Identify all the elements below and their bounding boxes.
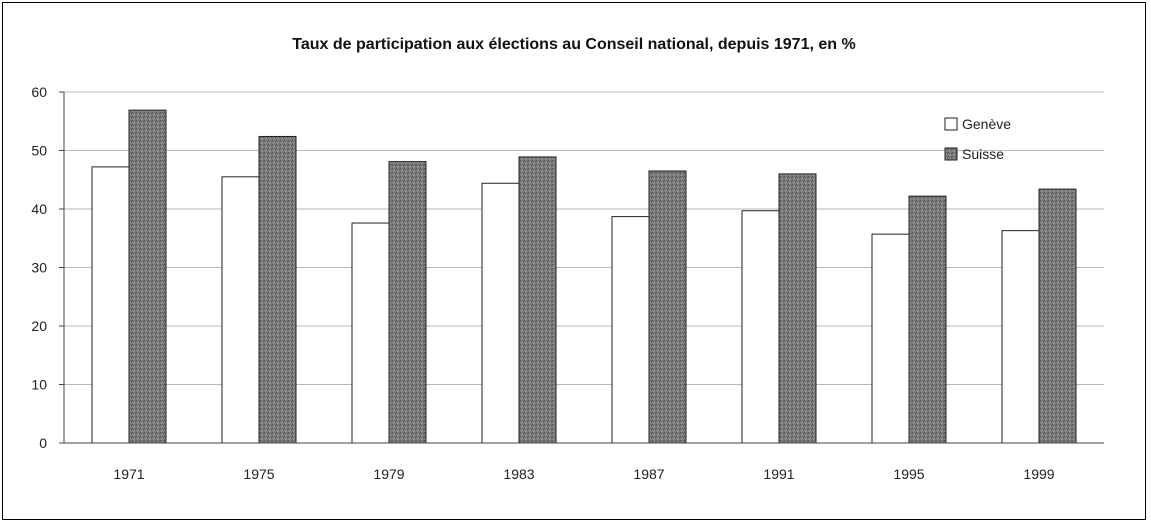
x-tick-label: 1995 — [893, 466, 924, 482]
bar-suisse-1995 — [908, 195, 947, 444]
bar-geneve-1979 — [351, 222, 390, 444]
x-tick-label: 1971 — [113, 466, 144, 482]
y-tick-label: 20 — [31, 318, 47, 334]
bar-geneve-1987 — [611, 216, 650, 444]
bar-suisse-1971 — [128, 109, 167, 444]
y-tick-label: 40 — [31, 201, 47, 217]
legend-swatch-geneve — [944, 117, 958, 131]
x-tick-label: 1975 — [243, 466, 274, 482]
x-tick-label: 1983 — [503, 466, 534, 482]
bar-suisse-1991 — [778, 173, 817, 444]
chart-frame: Taux de participation aux élections au C… — [2, 2, 1146, 520]
legend-label-suisse: Suisse — [962, 146, 1004, 162]
legend-label-geneve: Genève — [962, 116, 1011, 132]
chart-title: Taux de participation aux élections au C… — [292, 36, 856, 53]
bar-geneve-1995 — [871, 233, 910, 444]
x-tick-label: 1999 — [1023, 466, 1054, 482]
x-tick-label: 1979 — [373, 466, 404, 482]
x-tick-label: 1987 — [633, 466, 664, 482]
bar-suisse-1987 — [648, 170, 687, 444]
x-tick-label: 1991 — [763, 466, 794, 482]
bar-suisse-1975 — [258, 135, 297, 444]
bar-geneve-1971 — [91, 166, 130, 444]
bar-suisse-1999 — [1038, 188, 1077, 444]
y-tick-label: 50 — [31, 143, 47, 159]
y-tick-label: 30 — [31, 260, 47, 276]
bar-geneve-1983 — [481, 182, 520, 444]
bar-suisse-1983 — [518, 156, 557, 444]
y-tick-label: 10 — [31, 377, 47, 393]
legend-swatch-suisse — [944, 147, 958, 161]
bar-suisse-1979 — [388, 161, 427, 444]
y-tick-label: 0 — [39, 435, 47, 451]
y-tick-label: 60 — [31, 84, 47, 100]
bar-geneve-1991 — [741, 210, 780, 444]
bar-geneve-1999 — [1001, 230, 1040, 444]
bar-geneve-1975 — [221, 176, 260, 444]
